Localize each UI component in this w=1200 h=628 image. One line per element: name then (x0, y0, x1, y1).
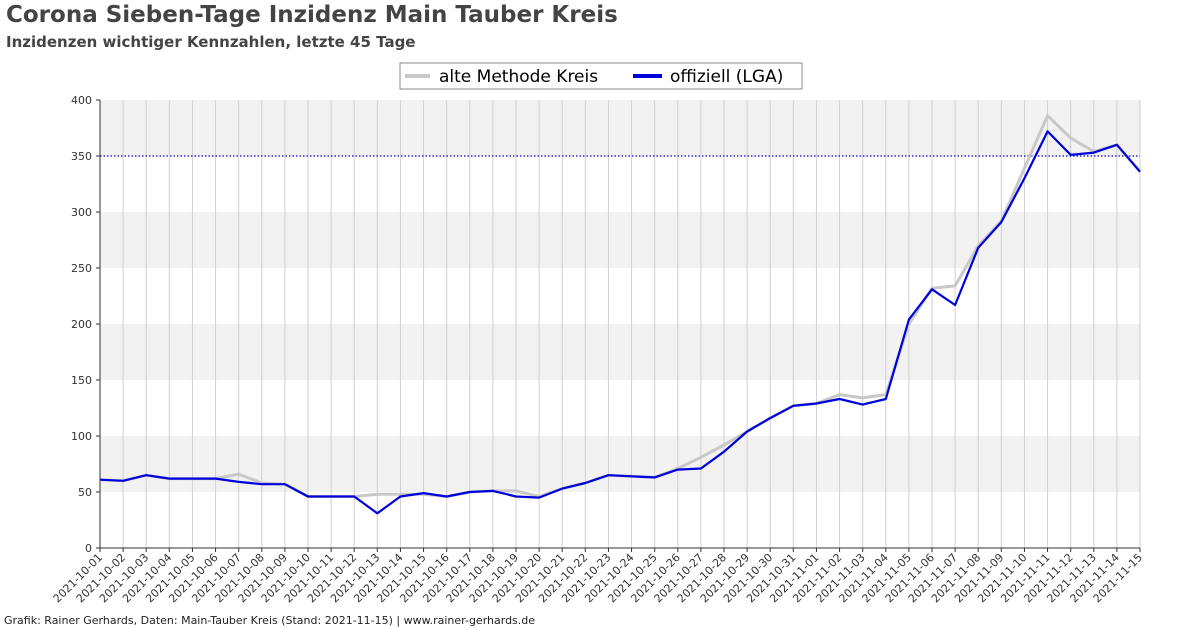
series-line-offiziell (99, 130, 1141, 515)
y-tick-label: 350 (71, 150, 92, 163)
y-tick-label: 400 (71, 94, 92, 107)
legend-label-offiziell: offiziell (LGA) (670, 67, 783, 87)
y-tick-label: 200 (71, 318, 92, 331)
chart-title: Corona Sieben-Tage Inzidenz Main Tauber … (6, 2, 618, 28)
y-tick-label: 100 (71, 430, 92, 443)
footer-credit: Grafik: Rainer Gerhards, Daten: Main-Tau… (4, 614, 536, 627)
grid-band (100, 100, 1140, 156)
y-tick-label: 150 (71, 374, 92, 387)
legend-box (399, 62, 803, 90)
grid-band (100, 324, 1140, 380)
legend: alte Methode Kreis offiziell (LGA) (399, 62, 803, 90)
y-tick-label: 300 (71, 206, 92, 219)
y-tick-label: 50 (78, 486, 92, 499)
y-tick-label: 250 (71, 262, 92, 275)
grid-band (100, 212, 1140, 268)
chart-subtitle: Inzidenzen wichtiger Kennzahlen, letzte … (6, 33, 416, 51)
legend-label-alte-methode: alte Methode Kreis (439, 67, 598, 87)
y-tick-label: 0 (85, 542, 92, 555)
